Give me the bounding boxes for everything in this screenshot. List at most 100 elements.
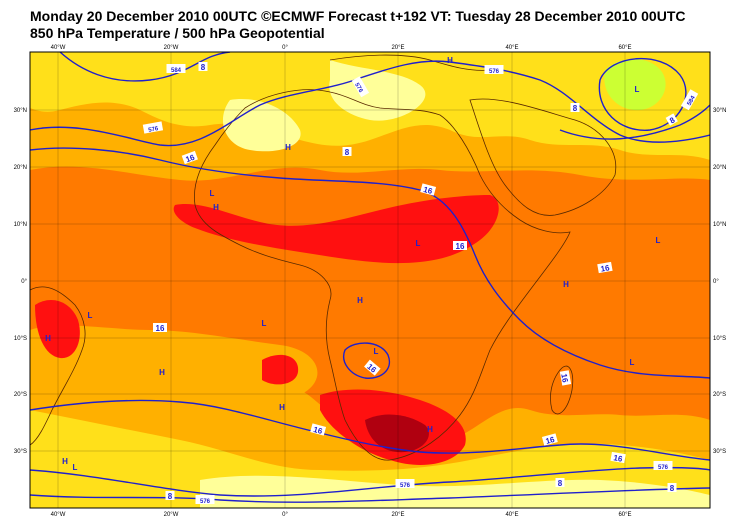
contour-label-box: [395, 479, 415, 488]
contour-label-box: [153, 323, 167, 332]
contour-label-text: 16: [312, 425, 323, 436]
contour-label-text: 8: [345, 148, 350, 157]
high-pressure-mark: H: [62, 457, 68, 466]
cold-core-green: [604, 58, 666, 111]
contour-label-box: [198, 62, 208, 71]
lon-tick-label-bottom: 20°E: [391, 512, 404, 518]
temperature-band-orange: [30, 166, 710, 445]
high-pressure-mark: H: [427, 425, 433, 434]
contour-label: 16: [610, 451, 626, 464]
low-pressure-mark: L: [262, 319, 267, 328]
contour-label: 8: [570, 103, 580, 113]
contour-label: 16: [559, 370, 572, 386]
contour-label-box: [364, 359, 381, 376]
lat-tick-label-left: 20°S: [14, 392, 27, 398]
contour-label-box: [165, 491, 175, 500]
axis-labels: 40°W 40°W 20°W 20°W 0° 0° 20°E 20°E 40°E 40°E 60°E…: [14, 45, 727, 518]
temperature-band-southwest-light: [30, 325, 318, 404]
contour-label-text: 8: [168, 492, 173, 501]
contour-label-text: 16: [545, 435, 556, 446]
lat-tick-label-left: 10°S: [14, 336, 27, 342]
contour-label-text: 16: [613, 453, 624, 464]
lat-tick-label-right: 30°S: [713, 449, 726, 455]
contour-label-box: [559, 370, 572, 386]
contour-label-box: [166, 64, 186, 73]
contour-label-text: 576: [200, 499, 211, 505]
contour-label-text: 16: [422, 185, 433, 196]
lat-tick-label-left: 0°: [21, 279, 27, 285]
lon-tick-label-bottom: 40°E: [505, 512, 518, 518]
contour-label-text: 576: [658, 465, 669, 471]
contour-label: 8: [198, 62, 208, 72]
contour-label-box: [453, 241, 467, 250]
madagascar-coastline: [550, 365, 574, 415]
contour-label: 8: [667, 483, 677, 493]
low-pressure-mark: L: [73, 463, 78, 472]
contour-label-text: 8: [573, 104, 578, 113]
low-pressure-mark: L: [630, 358, 635, 367]
south-america-coastline: [30, 286, 86, 446]
high-pressure-mark: H: [159, 368, 165, 377]
map-title-line2: 850 hPa Temperature / 500 hPa Geopotenti…: [30, 25, 325, 41]
lon-tick-label-top: 20°E: [391, 45, 404, 51]
map-title-line1: Monday 20 December 2010 00UTC ©ECMWF For…: [30, 8, 686, 24]
contour-label-box: [570, 103, 580, 112]
contour-label: 16: [420, 183, 437, 196]
low-pressure-mark: L: [635, 85, 640, 94]
contour-label: 8: [342, 147, 352, 157]
geopotential-576-north: [30, 60, 710, 147]
contour-label-text: 584: [171, 68, 182, 74]
high-pressure-mark: H: [45, 334, 51, 343]
contour-label-text: 16: [559, 373, 570, 384]
contour-label-box: [342, 147, 352, 156]
high-pressure-mark: H: [279, 403, 285, 412]
contour-label: 576: [142, 121, 164, 134]
contour-label: 576: [195, 495, 215, 505]
lon-tick-label-bottom: 0°: [282, 512, 288, 518]
contour-label-text: 8: [668, 115, 677, 125]
contour-label: 584: [680, 89, 699, 111]
mediterranean-coastline: [329, 54, 491, 71]
high-pressure-mark: H: [447, 56, 453, 65]
lat-tick-label-right: 30°N: [713, 108, 726, 114]
contour-label: 576: [395, 479, 415, 489]
contour-label-text: 16: [156, 324, 165, 333]
contour-label-box: [555, 478, 565, 487]
contour-label-box: [541, 433, 558, 446]
contour-label: 16: [153, 323, 167, 333]
contour-label: 576: [484, 65, 504, 75]
warm-band-central-red: [262, 354, 299, 385]
temperature-band-north-pale: [329, 60, 426, 121]
contour-label-box: [195, 495, 215, 504]
contour-label-box: [597, 261, 613, 274]
geopotential-584-north: [59, 52, 231, 82]
contour-label-box: [667, 483, 677, 492]
contour-label: 16: [597, 261, 613, 274]
low-pressure-mark: L: [416, 239, 421, 248]
high-pressure-mark: H: [213, 203, 219, 212]
contour-label-text: 16: [600, 263, 611, 274]
contour-label-box: [665, 113, 678, 126]
contour-label: 576: [653, 461, 673, 471]
temperature-16-lake-loop: [343, 342, 391, 379]
temperature-band-south-pale: [200, 475, 710, 508]
contour-label-box: [680, 89, 699, 111]
lat-tick-label-left: 10°N: [14, 222, 27, 228]
contour-label: 8: [165, 491, 175, 501]
temperature-8-east: [559, 104, 710, 140]
warm-band-south-america-red: [35, 300, 80, 359]
lon-tick-label-top: 40°W: [51, 45, 66, 51]
africa-coastline: [194, 89, 571, 461]
temperature-8-south: [30, 487, 710, 503]
lon-tick-label-top: 60°E: [618, 45, 631, 51]
contour-label: 16: [181, 150, 198, 165]
map-frame: [29, 51, 711, 509]
lon-tick-label-top: 0°: [282, 45, 288, 51]
contour-label-text: 584: [687, 95, 698, 107]
contour-label: 16: [541, 433, 558, 446]
contour-label-text: 16: [184, 153, 196, 165]
contour-label: 16: [310, 423, 327, 436]
low-pressure-mark: L: [374, 347, 379, 356]
lat-tick-label-right: 0°: [713, 279, 719, 285]
